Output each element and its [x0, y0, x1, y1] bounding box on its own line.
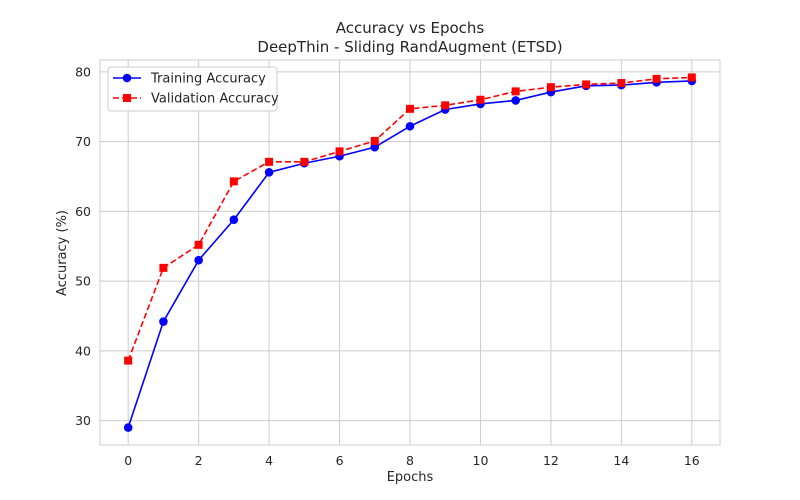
plot-frame	[99, 59, 721, 446]
x-tick-label: 16	[684, 453, 700, 468]
x-tick-label: 6	[336, 453, 344, 468]
legend-box	[107, 66, 278, 112]
data-point	[159, 263, 168, 272]
data-point	[511, 96, 520, 105]
x-tick-label: 10	[473, 453, 489, 468]
data-point	[511, 87, 520, 96]
data-point	[582, 80, 591, 89]
data-point	[335, 147, 344, 156]
chart-title: Accuracy vs Epochs	[336, 19, 485, 37]
x-tick-label: 14	[613, 453, 629, 468]
data-point	[476, 95, 485, 104]
y-tick-label: 80	[75, 64, 91, 79]
legend: Training Accuracy Validation Accuracy	[107, 66, 279, 112]
legend-label-0: Training Accuracy	[150, 72, 266, 87]
data-point	[652, 74, 661, 83]
data-point	[617, 79, 626, 88]
data-point	[124, 356, 133, 365]
data-point	[406, 104, 414, 113]
data-point	[441, 101, 450, 110]
data-point	[405, 121, 415, 131]
data-point	[264, 167, 274, 177]
data-point	[194, 255, 203, 265]
legend-marker	[123, 94, 131, 102]
data-point	[194, 240, 203, 249]
y-tick-label: 50	[75, 274, 91, 289]
y-tick-label: 70	[75, 134, 91, 149]
series-group	[123, 73, 697, 432]
data-point	[546, 83, 555, 92]
x-tick-label: 2	[195, 453, 203, 468]
x-tick-label: 8	[406, 453, 414, 468]
data-point	[265, 157, 274, 166]
y-tick-label: 30	[75, 413, 91, 428]
y-tick-label: 60	[75, 204, 91, 219]
data-point	[229, 215, 239, 225]
x-tick-label: 0	[124, 453, 132, 468]
data-point	[300, 157, 309, 166]
data-point	[159, 317, 168, 326]
data-point	[370, 136, 379, 145]
data-point	[229, 177, 238, 186]
grid-lines	[100, 60, 720, 445]
data-point	[370, 142, 380, 152]
chart-subtitle: DeepThin - Sliding RandAugment (ETSD)	[257, 38, 562, 56]
y-tick-label: 40	[75, 343, 91, 358]
x-tick-label: 4	[265, 453, 273, 468]
data-point	[687, 73, 696, 82]
y-axis-label: Accuracy (%)	[55, 210, 70, 296]
legend-label-1: Validation Accuracy	[151, 92, 279, 107]
tick-labels: 0 2 4 6 8 10 12 14 16 30 40 50 60 70 80	[75, 64, 700, 468]
data-point	[123, 423, 133, 432]
legend-marker	[122, 73, 132, 83]
x-axis-label: Epochs	[387, 470, 434, 485]
x-tick-label: 12	[543, 453, 559, 468]
